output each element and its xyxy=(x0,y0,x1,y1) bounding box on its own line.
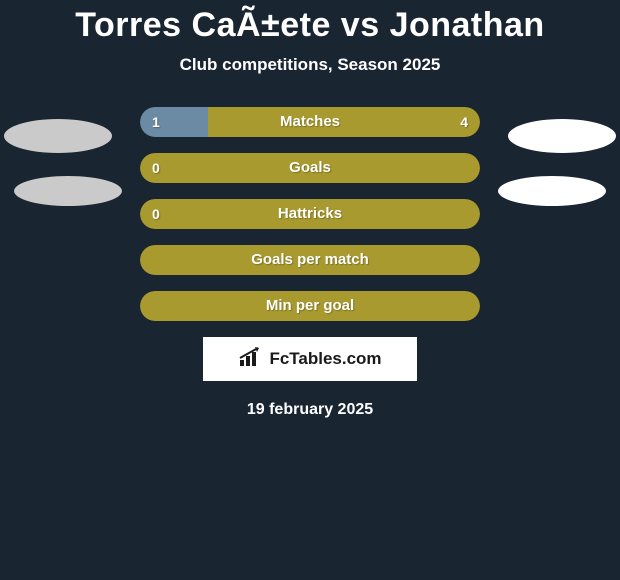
player-left-avatar-1 xyxy=(4,119,112,153)
player-right-avatar-2 xyxy=(498,176,606,206)
bar-goals-label: Goals xyxy=(140,153,480,183)
comparison-bars: 1 Matches 4 0 Goals 0 Hattricks Goals pe… xyxy=(140,107,480,321)
bar-hattricks: 0 Hattricks xyxy=(140,199,480,229)
player-left-avatar-2 xyxy=(14,176,122,206)
page-subtitle: Club competitions, Season 2025 xyxy=(0,55,620,75)
bar-min-per-goal: Min per goal xyxy=(140,291,480,321)
bar-matches-right-value: 4 xyxy=(460,107,468,137)
bar-matches: 1 Matches 4 xyxy=(140,107,480,137)
bar-hattricks-label: Hattricks xyxy=(140,199,480,229)
footer-date: 19 february 2025 xyxy=(0,401,620,419)
page-title: Torres CaÃ±ete vs Jonathan xyxy=(0,0,620,45)
branding-box: FcTables.com xyxy=(203,337,417,381)
player-right-avatar-1 xyxy=(508,119,616,153)
bar-goals: 0 Goals xyxy=(140,153,480,183)
bar-matches-label: Matches xyxy=(140,107,480,137)
bar-goals-per-match: Goals per match xyxy=(140,245,480,275)
bar-gpm-label: Goals per match xyxy=(140,245,480,275)
bars-chart-icon xyxy=(238,346,264,373)
branding-text: FcTables.com xyxy=(269,349,381,369)
bar-mpg-label: Min per goal xyxy=(140,291,480,321)
